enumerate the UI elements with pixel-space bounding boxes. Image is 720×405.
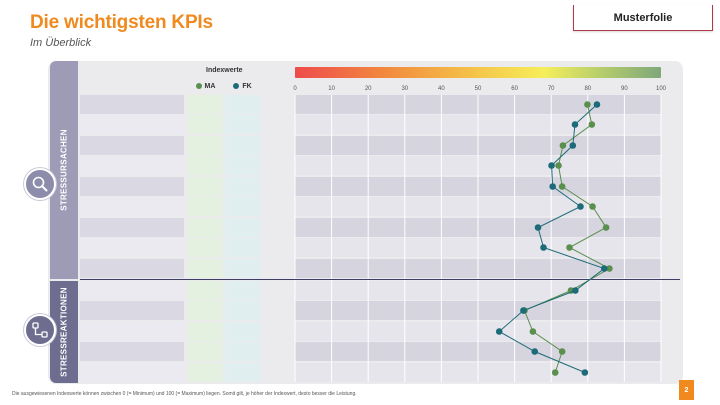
row-label-bg xyxy=(80,322,184,341)
ma-point xyxy=(589,203,596,210)
row-label-bg xyxy=(80,177,184,196)
fk-point xyxy=(593,101,601,108)
ma-cell-bg xyxy=(188,322,223,341)
fk-cell-bg xyxy=(225,95,260,114)
row-label-bg xyxy=(80,342,184,361)
index-header: Indexwerte xyxy=(206,67,243,74)
legend-dot-fk xyxy=(233,83,240,90)
ma-cell-bg xyxy=(188,136,223,155)
row-label-bg xyxy=(80,136,184,155)
ma-cell-bg xyxy=(188,259,223,278)
x-tick-label: 50 xyxy=(475,86,482,92)
ma-cell-bg xyxy=(188,301,223,320)
fk-cell-bg xyxy=(225,197,260,216)
fk-point xyxy=(549,183,556,190)
ma-cell-bg xyxy=(188,95,223,114)
ma-cell-bg xyxy=(188,363,223,382)
x-tick-label: 60 xyxy=(511,86,518,92)
x-tick-label: 70 xyxy=(548,86,555,92)
fk-point xyxy=(577,203,584,210)
flow-icon xyxy=(24,314,56,346)
page-number: 2 xyxy=(679,380,694,400)
fk-cell-bg xyxy=(225,259,260,278)
ma-cell-bg xyxy=(188,156,223,175)
ma-point xyxy=(602,224,610,231)
fk-point xyxy=(600,265,608,272)
fk-cell-bg xyxy=(225,281,260,300)
legend-ma: MA xyxy=(188,83,223,90)
ma-point xyxy=(551,369,559,376)
legend-ma-label: MA xyxy=(204,83,216,90)
fk-cell-bg xyxy=(225,322,260,341)
row-label-bg xyxy=(80,238,184,257)
x-tick-label: 80 xyxy=(584,86,591,92)
fk-cell-bg xyxy=(225,177,260,196)
row-label-bg xyxy=(80,281,184,300)
ma-point xyxy=(529,328,537,335)
footnote: Die ausgewiesenen Indexwerte können zwis… xyxy=(12,391,357,397)
ma-point xyxy=(606,265,613,272)
row-label-bg xyxy=(80,156,184,175)
fk-cell-bg xyxy=(225,136,260,155)
fk-point xyxy=(540,244,547,251)
fk-series-line xyxy=(498,104,606,373)
x-tick-label: 10 xyxy=(328,86,335,92)
row-label-bg xyxy=(80,197,184,216)
fk-point xyxy=(569,142,577,149)
ma-point xyxy=(584,101,591,108)
x-tick-label: 30 xyxy=(401,86,408,92)
row-label-bg xyxy=(80,115,184,134)
legend-fk-label: FK xyxy=(242,83,252,90)
ma-cell-bg xyxy=(188,342,223,361)
x-tick-label: 100 xyxy=(656,86,667,92)
fk-point xyxy=(571,121,579,128)
ma-cell-bg xyxy=(188,177,223,196)
fk-cell-bg xyxy=(225,301,260,320)
ma-point xyxy=(566,244,573,251)
ma-cell-bg xyxy=(188,238,223,257)
ma-point xyxy=(558,348,566,355)
legend-fk: FK xyxy=(225,83,260,90)
fk-cell-bg xyxy=(225,238,260,257)
row-label-bg xyxy=(80,363,184,382)
row-label-bg xyxy=(80,259,184,278)
fk-point xyxy=(581,369,589,376)
x-tick-label: 0 xyxy=(293,86,297,92)
page-subtitle: Im Überblick xyxy=(30,37,92,49)
fk-cell-bg xyxy=(225,342,260,361)
fk-point xyxy=(495,328,503,335)
fk-point xyxy=(534,224,542,231)
page-title: Die wichtigsten KPIs xyxy=(30,12,213,33)
ma-point xyxy=(588,121,596,128)
row-label-bg xyxy=(80,301,184,320)
fk-point xyxy=(531,348,539,355)
x-tick-label: 20 xyxy=(365,86,372,92)
index-color-scale xyxy=(295,67,661,78)
section-bar-causes: STRESSURSACHEN xyxy=(50,61,78,279)
fk-cell-bg xyxy=(225,156,260,175)
magnifier-icon xyxy=(24,168,56,200)
ma-point xyxy=(559,142,567,149)
sample-slide-badge: Musterfolie xyxy=(573,5,713,31)
fk-point xyxy=(548,162,555,169)
ma-series-line xyxy=(523,104,611,373)
fk-point xyxy=(572,287,579,294)
row-label-bg xyxy=(80,218,184,237)
fk-cell-bg xyxy=(225,115,260,134)
ma-point xyxy=(555,162,562,169)
x-tick-label: 40 xyxy=(438,86,445,92)
ma-point xyxy=(558,183,566,190)
x-tick-label: 90 xyxy=(621,86,628,92)
fk-cell-bg xyxy=(225,363,260,382)
ma-cell-bg xyxy=(188,115,223,134)
fk-cell-bg xyxy=(225,218,260,237)
legend-dot-ma xyxy=(195,83,202,90)
row-label-bg xyxy=(80,95,184,114)
ma-cell-bg xyxy=(188,218,223,237)
ma-cell-bg xyxy=(188,197,223,216)
fk-point xyxy=(520,307,527,314)
ma-cell-bg xyxy=(188,281,223,300)
